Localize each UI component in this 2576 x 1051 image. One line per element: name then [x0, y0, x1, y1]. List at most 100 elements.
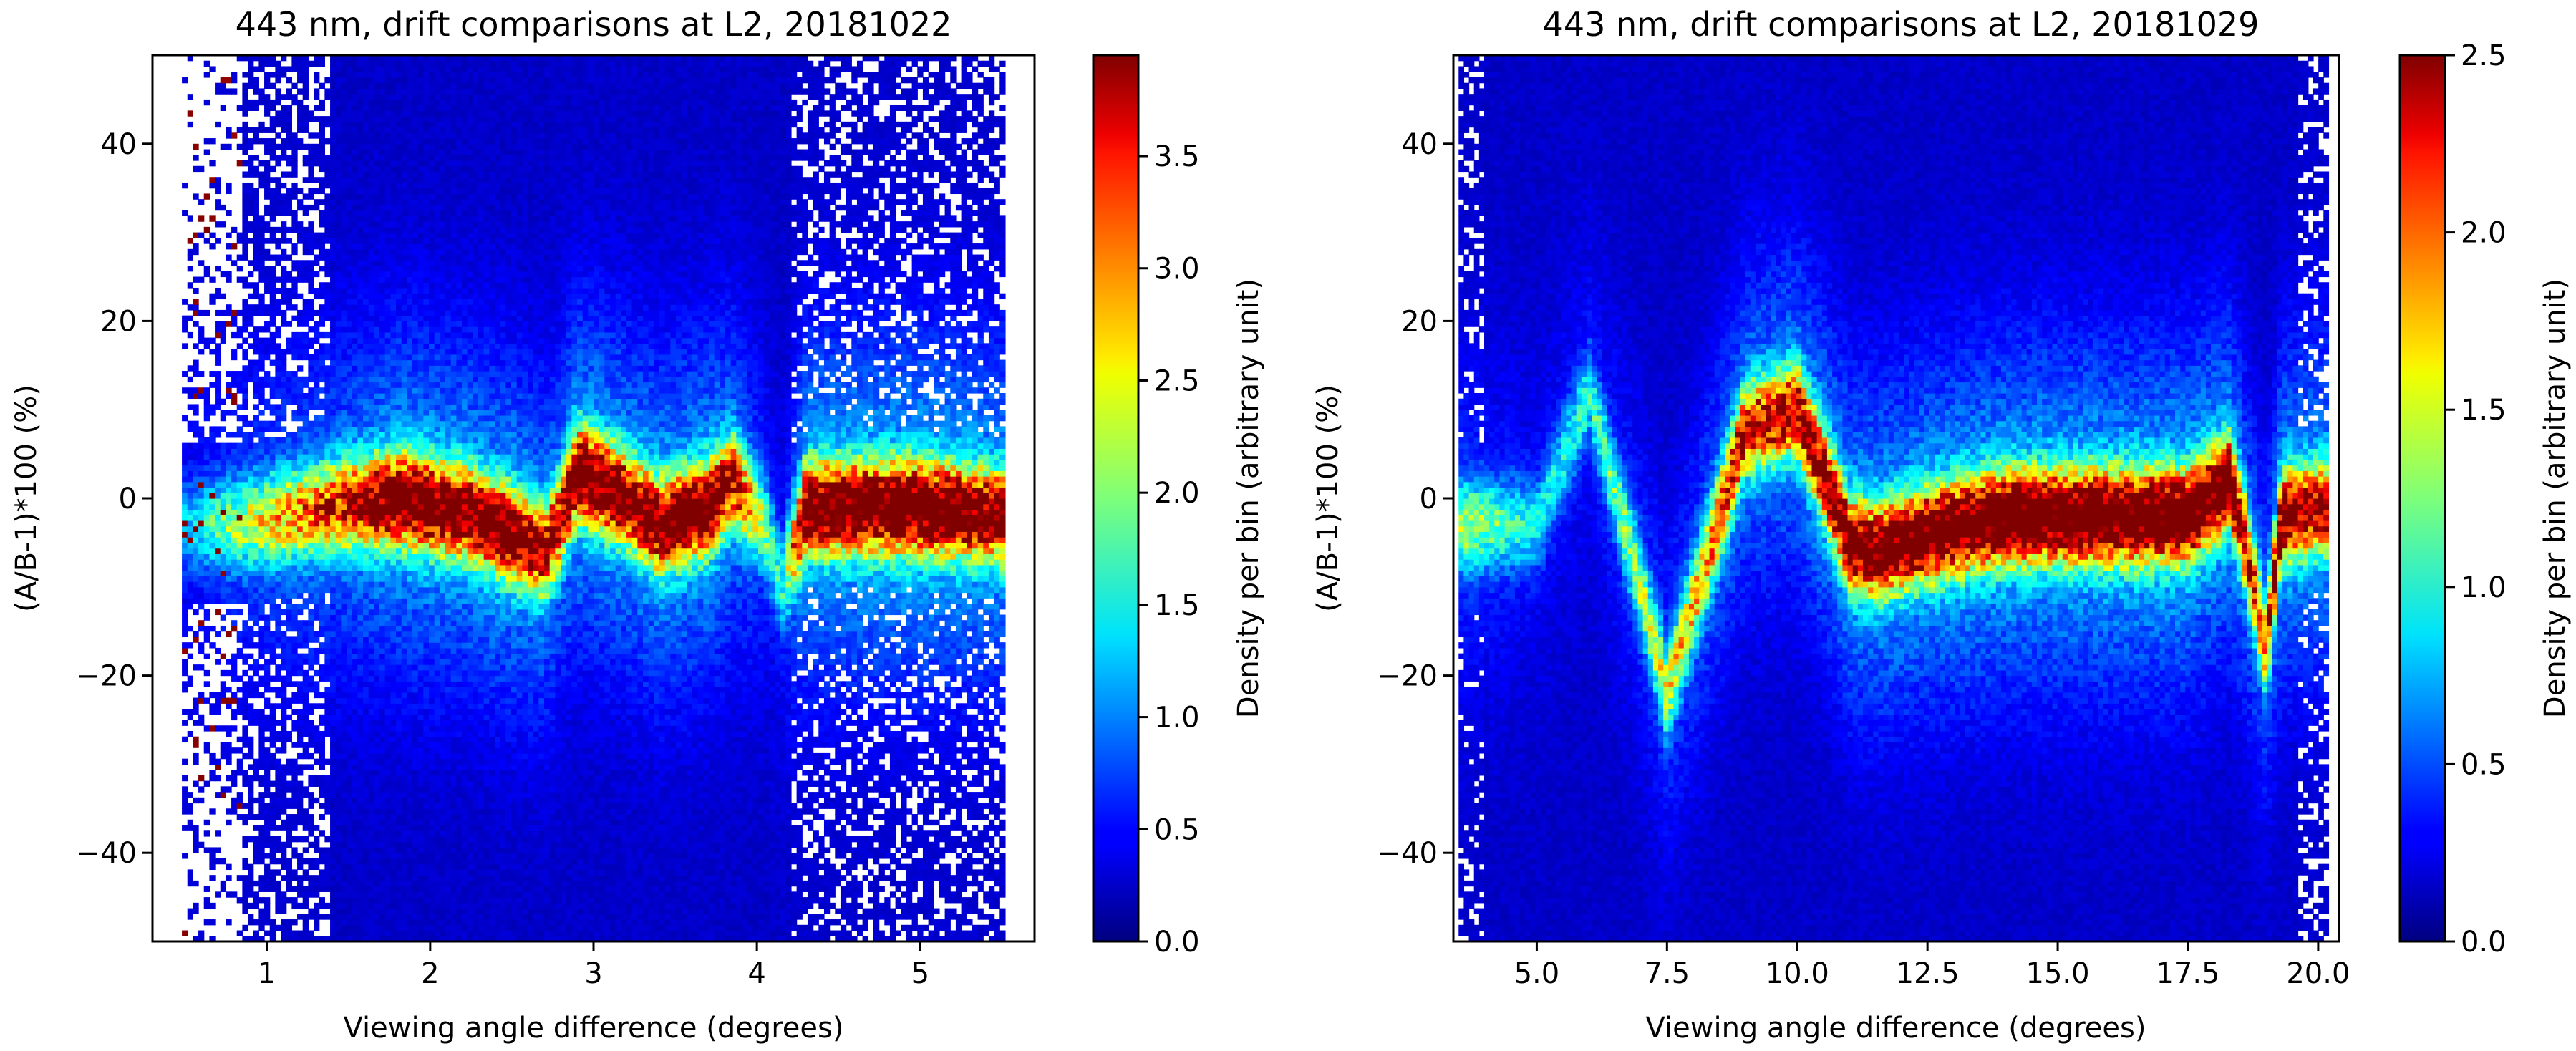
heatmap-cell	[242, 316, 248, 321]
heatmap-cell	[291, 465, 297, 471]
heatmap-cell	[369, 166, 374, 172]
heatmap-cell	[330, 836, 336, 842]
heatmap-cell	[242, 404, 248, 410]
heatmap-cell	[402, 598, 407, 604]
heatmap-cell	[374, 792, 379, 798]
heatmap-cell	[193, 598, 198, 604]
heatmap-cell	[188, 626, 193, 631]
heatmap-cell	[258, 171, 264, 177]
heatmap-cell	[369, 316, 374, 321]
heatmap-cell	[374, 215, 379, 221]
heatmap-cell	[319, 377, 325, 382]
heatmap-cell	[379, 66, 385, 72]
heatmap-cell	[324, 648, 330, 654]
heatmap-cell	[286, 271, 292, 277]
heatmap-cell	[303, 753, 309, 759]
heatmap-cell	[374, 110, 379, 116]
heatmap-cell	[275, 94, 281, 100]
heatmap-cell	[286, 598, 292, 604]
heatmap-cell	[407, 914, 412, 919]
heatmap-cell	[330, 316, 336, 321]
heatmap-cell	[390, 692, 396, 698]
heatmap-cell	[324, 77, 330, 83]
heatmap-cell	[291, 548, 297, 554]
heatmap-cell	[402, 426, 407, 432]
heatmap-cell	[352, 476, 358, 482]
heatmap-cell	[193, 155, 198, 160]
heatmap-cell	[330, 349, 336, 354]
heatmap-cell	[379, 775, 385, 781]
heatmap-cell	[352, 205, 358, 210]
heatmap-cell	[264, 448, 270, 454]
heatmap-cell	[369, 798, 374, 803]
heatmap-cell	[330, 587, 336, 593]
heatmap-cell	[221, 548, 226, 554]
heatmap-cell	[330, 775, 336, 781]
heatmap-cell	[407, 698, 412, 704]
heatmap-cell	[347, 636, 352, 642]
heatmap-cell	[264, 681, 270, 687]
heatmap-cell	[352, 792, 358, 798]
heatmap-cell	[379, 360, 385, 366]
heatmap-cell	[242, 770, 248, 775]
heatmap-cell	[275, 814, 281, 820]
heatmap-cell	[374, 642, 379, 648]
heatmap-cell	[385, 88, 391, 94]
heatmap-cell	[330, 509, 336, 515]
heatmap-cell	[369, 205, 374, 210]
heatmap-cell	[402, 559, 407, 565]
heatmap-cell	[188, 593, 193, 599]
heatmap-cell	[336, 853, 342, 858]
heatmap-cell	[396, 598, 402, 604]
heatmap-cell	[258, 853, 264, 858]
heatmap-cell	[369, 881, 374, 886]
heatmap-cell	[226, 77, 231, 83]
heatmap-cell	[182, 504, 188, 510]
heatmap-cell	[363, 160, 369, 166]
heatmap-cell	[204, 488, 210, 493]
heatmap-cell	[182, 498, 188, 504]
heatmap-cell	[363, 792, 369, 798]
heatmap-cell	[347, 681, 352, 687]
heatmap-cell	[221, 205, 226, 210]
heatmap-cell	[379, 509, 385, 515]
heatmap-cell	[330, 531, 336, 537]
heatmap-cell	[390, 100, 396, 105]
heatmap-cell	[314, 448, 319, 454]
heatmap-cell	[226, 310, 231, 316]
heatmap-cell	[324, 349, 330, 354]
heatmap-cell	[330, 515, 336, 520]
heatmap-cell	[363, 432, 369, 437]
heatmap-cell	[357, 326, 363, 332]
heatmap-cell	[193, 321, 198, 326]
heatmap-cell	[390, 399, 396, 405]
heatmap-cell	[215, 515, 221, 520]
heatmap-cell	[363, 576, 369, 581]
heatmap-cell	[215, 199, 221, 205]
heatmap-cell	[407, 775, 412, 781]
heatmap-cell	[341, 349, 347, 354]
heatmap-cell	[198, 504, 204, 510]
heatmap-cell	[308, 421, 314, 427]
heatmap-cell	[253, 576, 259, 581]
heatmap-cell	[385, 255, 391, 261]
heatmap-cell	[357, 243, 363, 249]
heatmap-cell	[297, 692, 303, 698]
heatmap-cell	[286, 798, 292, 803]
heatmap-cell	[231, 609, 237, 615]
heatmap-cell	[237, 465, 243, 471]
heatmap-cell	[270, 520, 276, 526]
heatmap-cell	[352, 720, 358, 726]
heatmap-cell	[275, 116, 281, 122]
heatmap-cell	[281, 565, 286, 571]
heatmap-cell	[330, 365, 336, 371]
heatmap-cell	[341, 742, 347, 747]
heatmap-cell	[396, 897, 402, 903]
heatmap-cell	[390, 421, 396, 427]
heatmap-cell	[308, 858, 314, 864]
heatmap-cell	[182, 670, 188, 676]
heatmap-cell	[215, 587, 221, 593]
heatmap-cell	[314, 886, 319, 892]
heatmap-cell	[357, 747, 363, 753]
heatmap-cell	[385, 243, 391, 249]
